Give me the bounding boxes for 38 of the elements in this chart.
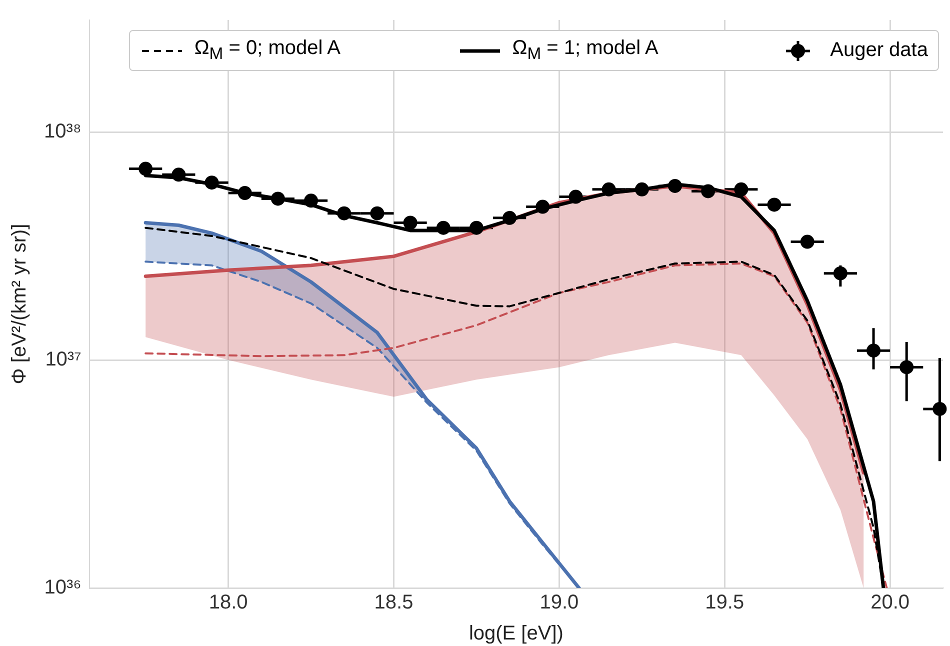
- point: [337, 206, 352, 220]
- y-tick-label: 10³⁷: [45, 348, 82, 371]
- point: [370, 206, 384, 220]
- point: [668, 178, 682, 193]
- x-tick-label: 19.0: [540, 592, 579, 614]
- y-tick-label: 10³⁶: [44, 576, 82, 599]
- legend-label: Ω$_{M}$ = 1; model A: [512, 37, 658, 64]
- point: [172, 168, 186, 182]
- point: [436, 220, 450, 235]
- point: [536, 200, 550, 214]
- point: [932, 402, 947, 416]
- point: [469, 220, 484, 235]
- point: [568, 190, 583, 204]
- point: [304, 194, 318, 208]
- point: [900, 360, 914, 374]
- point: [238, 186, 252, 200]
- y-tick-label: 10³⁸: [44, 120, 82, 143]
- x-tick-label: 18.0: [208, 592, 248, 614]
- point: [800, 234, 814, 249]
- point: [403, 216, 418, 230]
- x-axis-title: log(E [eV]): [468, 622, 564, 645]
- point: [833, 266, 848, 280]
- x-tick-label: 20.0: [870, 592, 910, 614]
- point: [138, 162, 153, 176]
- y-axis-title: Φ [eV²/(km² yr sr)]: [8, 224, 31, 384]
- x-tick-label: 18.5: [374, 592, 414, 614]
- point: [734, 182, 748, 196]
- legend-label: Ω$_{M}$ = 0; model A: [194, 37, 340, 64]
- point: [502, 210, 517, 225]
- point: [270, 192, 285, 206]
- point: [866, 344, 881, 358]
- point: [602, 182, 616, 196]
- point: [701, 184, 716, 198]
- point: [634, 182, 649, 196]
- x-tick-label: 19.5: [705, 592, 744, 614]
- point: [767, 198, 782, 212]
- legend-label: Auger data: [830, 39, 928, 62]
- point: [204, 176, 219, 190]
